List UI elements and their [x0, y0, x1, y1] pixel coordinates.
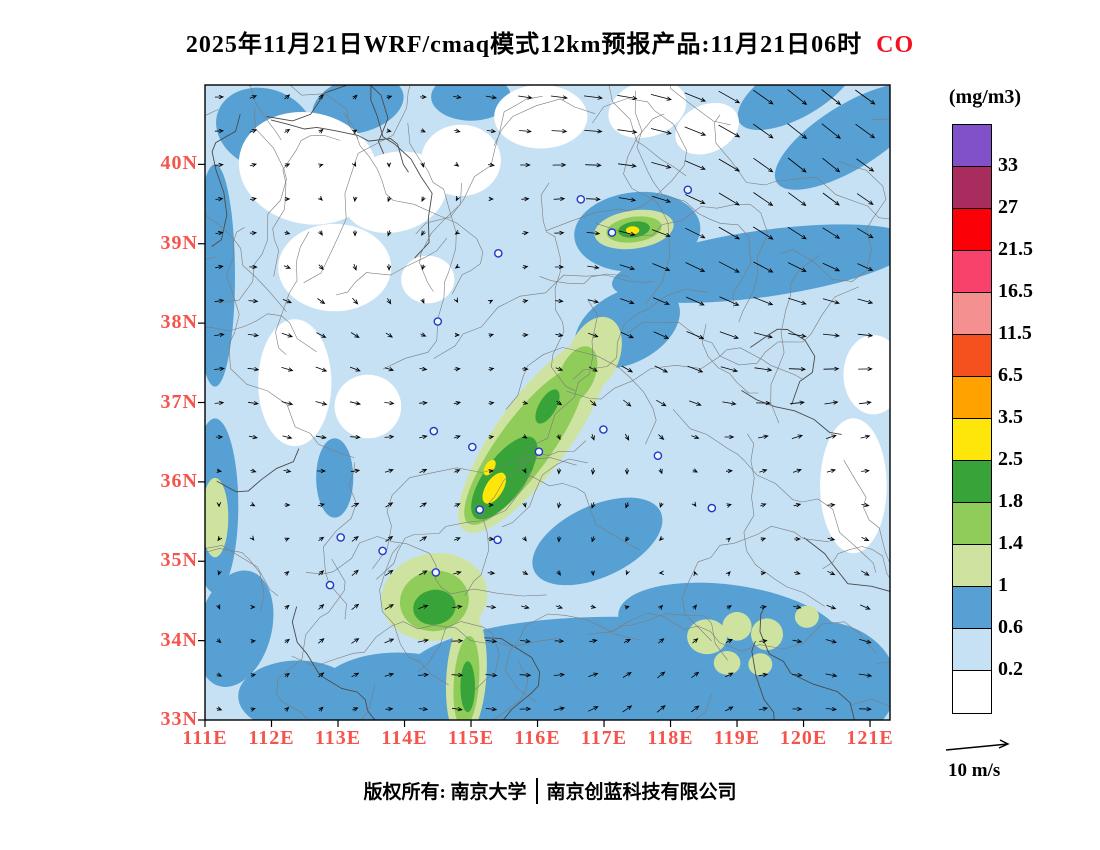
colorbar-cell — [953, 125, 991, 167]
colorbar-tick-label: 6.5 — [998, 364, 1023, 386]
footer-divider — [535, 777, 538, 804]
lat-tick-label: 39N — [160, 231, 198, 254]
lon-tick-label: 121E — [846, 727, 894, 749]
colorbar-cell — [953, 377, 991, 419]
wind-legend: 10 m/s — [942, 738, 1032, 782]
colorbar-cell — [953, 251, 991, 293]
colorbar-cell — [953, 167, 991, 209]
colorbar-cell — [953, 629, 991, 671]
colorbar-cell — [953, 209, 991, 251]
city-marker — [493, 248, 503, 258]
colorbar-tick-label: 1 — [998, 574, 1008, 596]
lat-tick-label: 33N — [160, 708, 198, 730]
city-marker — [325, 580, 335, 590]
city-markers — [325, 185, 717, 590]
city-marker — [475, 505, 485, 515]
lon-tick-label: 112E — [248, 727, 295, 749]
colorbar-tick-label: 2.5 — [998, 448, 1023, 470]
copyright-company: 南京创蓝科技有限公司 — [546, 782, 737, 803]
colorbar-cell — [953, 293, 991, 335]
city-marker — [683, 185, 693, 195]
colorbar-cell — [953, 461, 991, 503]
copyright-footer: 版权所有: 南京大学 南京创蓝科技有限公司 — [0, 777, 1100, 804]
lat-tick-label: 36N — [160, 469, 198, 492]
lon-tick-label: 113E — [314, 727, 362, 749]
colorbar-tick-label: 21.5 — [998, 238, 1033, 260]
colorbar-cell — [953, 503, 991, 545]
colorbar-tick-label: 1.8 — [998, 490, 1023, 512]
colorbar-tick-label: 11.5 — [998, 322, 1032, 344]
city-marker — [707, 503, 717, 513]
colorbar-tick-label: 1.4 — [998, 532, 1023, 554]
city-marker — [433, 317, 443, 326]
wind-reference-label: 10 m/s — [948, 760, 1001, 781]
city-marker — [653, 451, 663, 461]
copyright-owner: 版权所有: 南京大学 — [363, 782, 527, 803]
lon-tick-label: 118E — [647, 727, 694, 749]
wind-reference-arrow-icon — [945, 739, 1010, 751]
colorbar — [952, 124, 992, 714]
city-marker — [431, 568, 441, 577]
lat-tick-label: 37N — [160, 390, 198, 413]
page-title: 2025年11月21日WRF/cmaq模式12km预报产品:11月21日06时 C… — [0, 24, 1100, 59]
colorbar-cell — [953, 335, 991, 377]
colorbar-cell — [953, 545, 991, 587]
lon-tick-label: 115E — [447, 727, 495, 749]
lat-tick-label: 35N — [160, 549, 198, 572]
lon-tick-label: 117E — [580, 727, 628, 749]
lon-tick-label: 116E — [514, 727, 561, 749]
colorbar-tick-label: 0.6 — [998, 616, 1023, 638]
wind-vector-layer — [214, 89, 876, 713]
lat-tick-label: 38N — [160, 311, 198, 334]
axis-ticks — [198, 163, 871, 727]
city-marker — [534, 447, 544, 457]
colorbar-cell — [953, 671, 991, 713]
city-marker — [378, 546, 387, 556]
colorbar-tick-label: 33 — [998, 154, 1018, 176]
colorbar-unit-label: (mg/m3) — [948, 86, 1022, 108]
title-text: 2025年11月21日WRF/cmaq模式12km预报产品:11月21日06时 — [185, 32, 863, 58]
city-marker — [599, 425, 608, 434]
colorbar-tick-label: 3.5 — [998, 406, 1023, 428]
lat-tick-label: 40N — [160, 152, 198, 175]
colorbar-cell — [953, 419, 991, 461]
city-marker — [607, 228, 617, 237]
colorbar-cell — [953, 587, 991, 629]
boundary-layer — [205, 85, 890, 720]
colorbar-tick-label: 27 — [998, 196, 1018, 218]
lon-tick-label: 120E — [779, 727, 828, 749]
city-marker — [467, 442, 477, 452]
lat-tick-label: 34N — [160, 628, 198, 651]
city-marker — [493, 535, 502, 545]
map-area — [198, 84, 891, 727]
title-species-label: CO — [876, 32, 915, 58]
forecast-map-canvas — [198, 84, 891, 727]
lon-tick-label: 114E — [381, 727, 428, 749]
city-marker — [576, 195, 586, 204]
colorbar-tick-label: 16.5 — [998, 280, 1033, 302]
city-marker — [429, 426, 439, 436]
colorbar-tick-label: 0.2 — [998, 658, 1023, 680]
lon-tick-label: 119E — [713, 727, 761, 749]
lon-tick-label: 111E — [182, 727, 228, 749]
city-marker — [336, 533, 345, 542]
